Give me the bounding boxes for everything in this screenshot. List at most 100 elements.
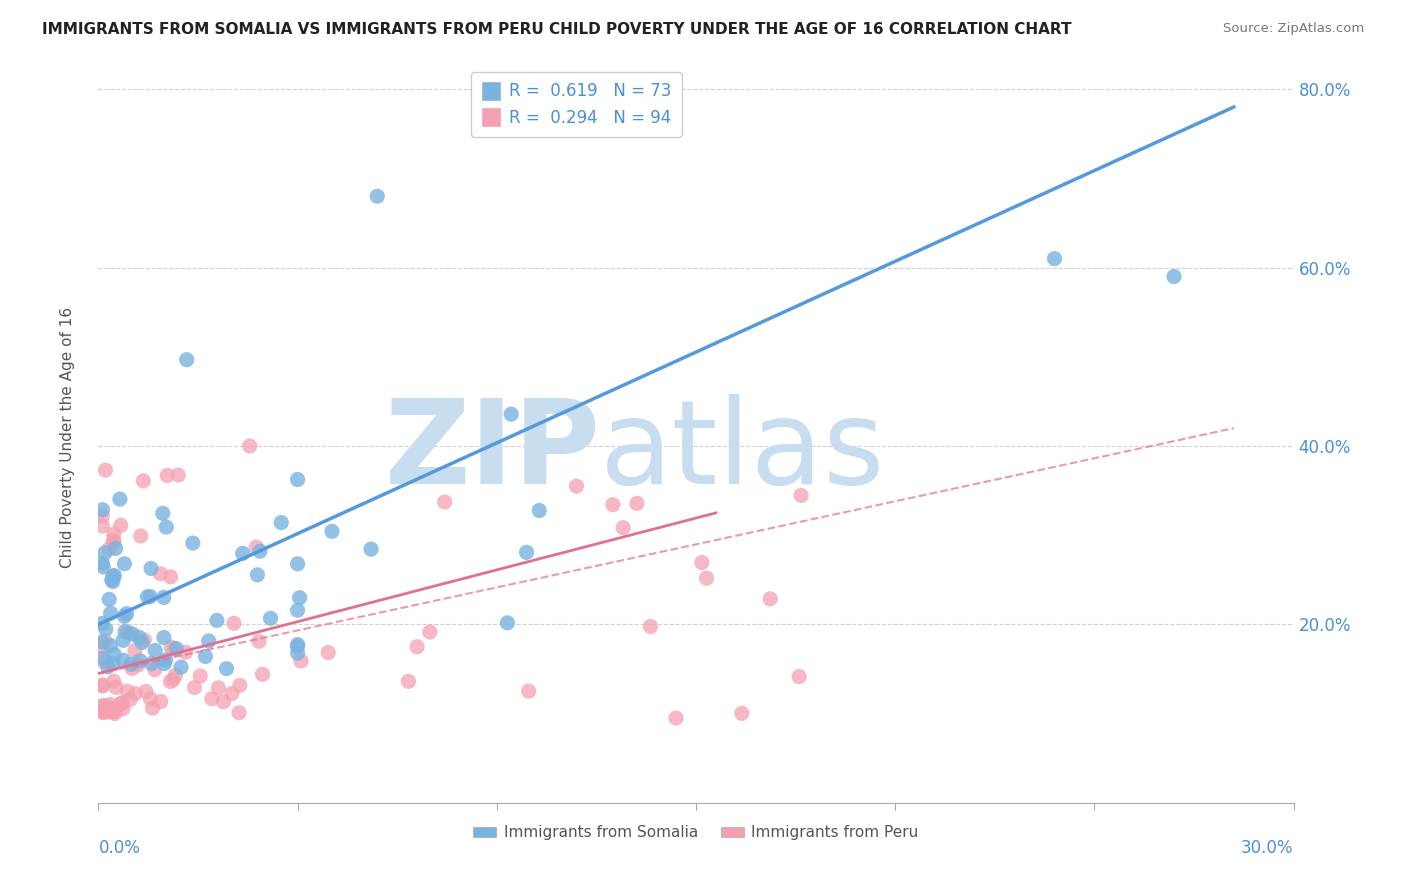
Point — [249, 544, 271, 558]
Point — [101, 573, 124, 587]
Point — [139, 692, 162, 706]
Point — [270, 516, 292, 530]
Point — [153, 631, 176, 645]
Point — [103, 704, 125, 718]
Point — [117, 684, 139, 698]
Point — [132, 474, 155, 488]
Point — [174, 645, 197, 659]
Point — [91, 616, 114, 631]
Point — [222, 616, 245, 631]
Point — [97, 659, 120, 673]
Point — [731, 706, 754, 721]
Point — [110, 518, 132, 533]
Text: 30.0%: 30.0% — [1241, 839, 1294, 857]
Point — [120, 692, 142, 706]
Point — [94, 705, 117, 719]
Point — [105, 680, 128, 694]
Point — [136, 590, 159, 604]
Point — [360, 542, 382, 557]
Point — [108, 491, 131, 506]
Point — [101, 574, 124, 589]
Point — [406, 640, 429, 654]
Point — [787, 670, 810, 684]
Point — [167, 468, 190, 483]
Point — [111, 696, 134, 710]
Point — [139, 590, 162, 604]
Point — [98, 541, 121, 556]
Point — [228, 706, 250, 720]
Point — [91, 679, 114, 693]
Point — [100, 606, 122, 620]
Point — [135, 684, 157, 698]
Point — [159, 674, 181, 689]
Point — [170, 660, 193, 674]
Point — [176, 352, 198, 367]
Point — [159, 570, 181, 584]
Point — [91, 651, 114, 665]
Point — [290, 654, 312, 668]
Point — [124, 643, 146, 657]
Point — [215, 662, 238, 676]
Point — [127, 658, 149, 673]
Point — [104, 706, 127, 721]
Point — [221, 686, 243, 700]
Point — [229, 678, 252, 692]
Point — [321, 524, 343, 539]
Point — [91, 635, 114, 649]
Point — [114, 557, 136, 571]
Point — [288, 591, 311, 605]
Point — [790, 488, 813, 502]
Point — [287, 638, 309, 652]
Point — [91, 706, 114, 720]
Point — [212, 695, 235, 709]
Point — [98, 700, 121, 714]
Point — [155, 520, 177, 534]
Point — [419, 625, 441, 640]
Point — [287, 557, 309, 571]
Point — [207, 681, 229, 695]
Point — [129, 529, 152, 543]
Point — [120, 657, 142, 672]
Point — [141, 701, 163, 715]
Point — [149, 566, 172, 581]
Point — [696, 571, 718, 585]
Point — [501, 407, 523, 421]
Point — [91, 557, 114, 571]
Point — [612, 521, 634, 535]
Point — [91, 560, 114, 574]
Point — [94, 546, 117, 560]
Point — [101, 569, 124, 583]
Point — [529, 503, 551, 517]
Point — [104, 541, 127, 556]
Point — [105, 701, 128, 715]
Point — [398, 674, 420, 689]
Point — [665, 711, 688, 725]
Point — [93, 705, 115, 719]
Point — [143, 663, 166, 677]
Point — [100, 639, 122, 653]
Point — [155, 653, 177, 667]
Point — [316, 646, 339, 660]
Point — [759, 591, 782, 606]
Point — [91, 519, 114, 533]
Point — [640, 619, 662, 633]
Point — [162, 673, 184, 687]
Point — [205, 614, 228, 628]
Point — [188, 669, 211, 683]
Text: ZIP: ZIP — [384, 394, 600, 509]
Point — [121, 661, 143, 675]
Point — [103, 568, 125, 582]
Point — [259, 611, 281, 625]
Point — [134, 632, 156, 647]
Point — [626, 496, 648, 510]
Point — [366, 189, 388, 203]
Point — [156, 468, 179, 483]
Point — [131, 635, 153, 649]
Point — [232, 546, 254, 560]
Point — [496, 615, 519, 630]
Point — [194, 649, 217, 664]
Point — [93, 698, 115, 713]
Point — [141, 657, 163, 671]
Point — [183, 681, 205, 695]
Point — [101, 657, 124, 671]
